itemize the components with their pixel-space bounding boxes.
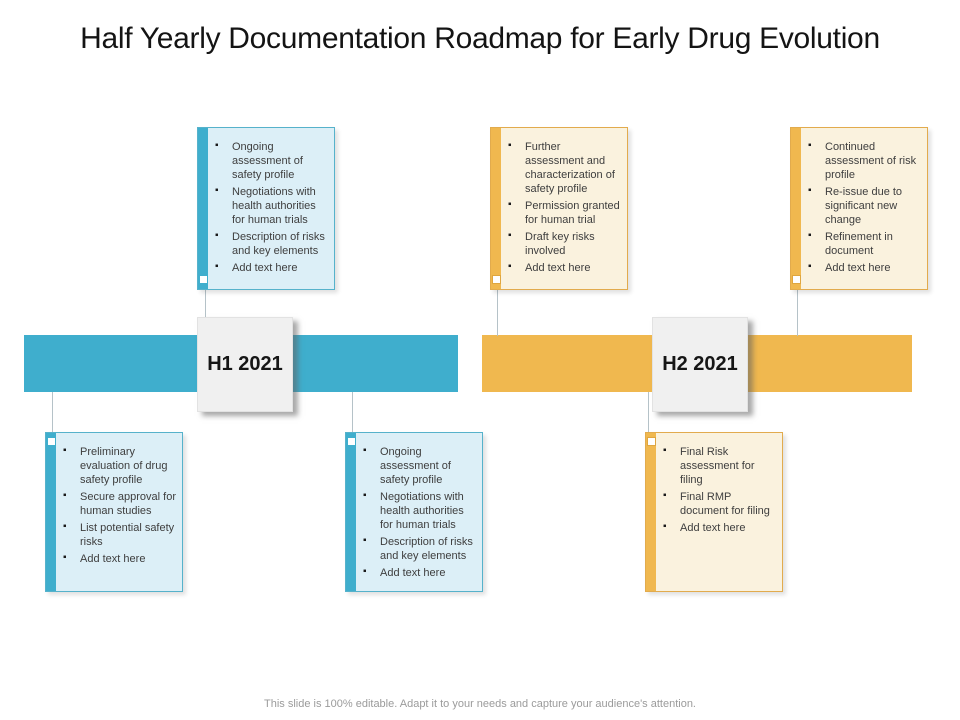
bullet-item: Final Risk assessment for filing <box>663 445 777 488</box>
bullet-item: Refinement in document <box>808 230 922 259</box>
callout-h2-below: Final Risk assessment for filing Final R… <box>645 432 783 592</box>
bullet-list: Preliminary evaluation of drug safety pr… <box>63 445 177 567</box>
period-label-text: H2 2021 <box>662 353 738 375</box>
connector-line <box>648 392 649 433</box>
connector-line <box>52 392 53 433</box>
bullet-list: Ongoing assessment of safety profile Neg… <box>215 140 329 276</box>
period-label-text: H1 2021 <box>207 353 283 375</box>
callout-h2-above-1: Further assessment and characterization … <box>490 127 628 290</box>
slide-title: Half Yearly Documentation Roadmap for Ea… <box>80 22 880 55</box>
bullet-item: Negotiations with health authorities for… <box>363 490 477 533</box>
connector-line <box>352 392 353 433</box>
connector-node <box>199 275 208 284</box>
connector-node <box>792 275 801 284</box>
bullet-item: Draft key risks involved <box>508 230 622 259</box>
bullet-list: Ongoing assessment of safety profile Neg… <box>363 445 477 581</box>
bullet-item: Add text here <box>63 552 177 567</box>
callout-h2-above-2: Continued assessment of risk profile Re-… <box>790 127 928 290</box>
connector-line <box>797 290 798 336</box>
connector-node <box>47 437 56 446</box>
bullet-item: List potential safety risks <box>63 521 177 550</box>
bullet-list: Further assessment and characterization … <box>508 140 622 276</box>
callout-h1-above: Ongoing assessment of safety profile Neg… <box>197 127 335 290</box>
accent-bar <box>346 433 356 591</box>
accent-bar <box>791 128 801 289</box>
bullet-item: Add text here <box>508 261 622 276</box>
bullet-item: Continued assessment of risk profile <box>808 140 922 183</box>
bullet-item: Preliminary evaluation of drug safety pr… <box>63 445 177 488</box>
slide-footnote: This slide is 100% editable. Adapt it to… <box>264 698 696 710</box>
connector-line <box>497 290 498 336</box>
period-label-h2: H2 2021 <box>652 317 748 412</box>
accent-bar <box>491 128 501 289</box>
accent-bar <box>646 433 656 591</box>
bullet-item: Further assessment and characterization … <box>508 140 622 197</box>
bullet-item: Permission granted for human trial <box>508 199 622 228</box>
period-label-h1: H1 2021 <box>197 317 293 412</box>
bullet-item: Add text here <box>215 261 329 276</box>
bullet-item: Description of risks and key elements <box>215 230 329 259</box>
bullet-item: Ongoing assessment of safety profile <box>363 445 477 488</box>
accent-bar <box>198 128 208 289</box>
connector-node <box>347 437 356 446</box>
bullet-item: Add text here <box>363 566 477 581</box>
connector-node <box>647 437 656 446</box>
bullet-item: Secure approval for human studies <box>63 490 177 519</box>
callout-h1-below-1: Preliminary evaluation of drug safety pr… <box>45 432 183 592</box>
bullet-item: Negotiations with health authorities for… <box>215 185 329 228</box>
bullet-item: Add text here <box>663 521 777 536</box>
bullet-item: Final RMP document for filing <box>663 490 777 519</box>
bullet-list: Continued assessment of risk profile Re-… <box>808 140 922 276</box>
callout-h1-below-2: Ongoing assessment of safety profile Neg… <box>345 432 483 592</box>
bullet-list: Final Risk assessment for filing Final R… <box>663 445 777 536</box>
bullet-item: Description of risks and key elements <box>363 535 477 564</box>
bullet-item: Re-issue due to significant new change <box>808 185 922 228</box>
bullet-item: Ongoing assessment of safety profile <box>215 140 329 183</box>
connector-line <box>205 290 206 318</box>
accent-bar <box>46 433 56 591</box>
bullet-item: Add text here <box>808 261 922 276</box>
connector-node <box>492 275 501 284</box>
